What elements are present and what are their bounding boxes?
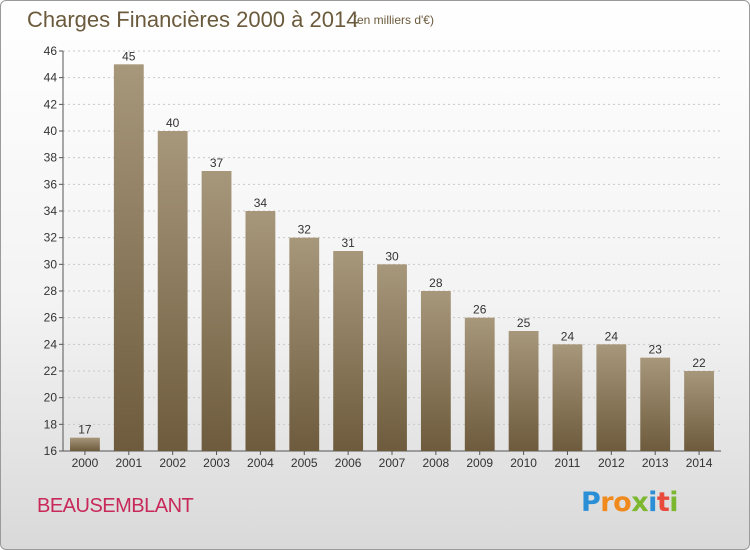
bar bbox=[113, 64, 144, 452]
x-tick-label: 2012 bbox=[598, 456, 625, 470]
chart-subtitle: (en milliers d'€) bbox=[353, 13, 434, 27]
bar-value-label: 17 bbox=[78, 423, 92, 437]
y-tick-label: 22 bbox=[44, 364, 58, 378]
bar-value-label: 25 bbox=[517, 316, 531, 330]
x-tick-label: 2010 bbox=[510, 456, 537, 470]
y-tick-label: 40 bbox=[44, 124, 58, 138]
bar bbox=[333, 251, 364, 451]
y-tick-label: 26 bbox=[44, 311, 58, 325]
bar bbox=[552, 344, 583, 451]
logo-letter: o bbox=[613, 487, 632, 518]
bar-value-label: 34 bbox=[254, 196, 268, 210]
bar-value-label: 31 bbox=[341, 236, 355, 250]
bar bbox=[245, 211, 276, 451]
x-tick-label: 2013 bbox=[642, 456, 669, 470]
y-tick-label: 34 bbox=[44, 204, 58, 218]
bar bbox=[70, 437, 100, 451]
bar bbox=[508, 331, 539, 451]
x-tick-label: 2007 bbox=[379, 456, 406, 470]
x-tick-label: 2006 bbox=[335, 456, 362, 470]
bar-value-label: 40 bbox=[166, 116, 180, 130]
bar bbox=[596, 344, 627, 451]
y-tick-label: 42 bbox=[44, 97, 58, 111]
bar-value-label: 24 bbox=[561, 329, 575, 343]
y-tick-label: 38 bbox=[44, 151, 58, 165]
y-tick-label: 18 bbox=[44, 417, 58, 431]
x-tick-label: 2000 bbox=[72, 456, 99, 470]
x-tick-label: 2004 bbox=[247, 456, 274, 470]
proxiti-logo: Proxiti bbox=[581, 487, 679, 518]
x-tick-label: 2001 bbox=[115, 456, 142, 470]
logo-letter: r bbox=[600, 487, 614, 518]
bar bbox=[289, 237, 320, 451]
y-tick-label: 44 bbox=[44, 71, 58, 85]
x-tick-label: 2003 bbox=[203, 456, 230, 470]
bar-value-label: 26 bbox=[473, 303, 487, 317]
bar bbox=[157, 131, 188, 451]
logo-letter: x bbox=[631, 487, 649, 518]
y-tick-label: 16 bbox=[44, 444, 58, 458]
bar bbox=[640, 357, 671, 451]
city-name: BEAUSEMBLANT bbox=[37, 495, 194, 517]
x-tick-label: 2009 bbox=[466, 456, 493, 470]
bar-value-label: 22 bbox=[692, 356, 706, 370]
chart-title: Charges Financières 2000 à 2014 bbox=[27, 7, 359, 32]
bar bbox=[420, 291, 451, 451]
x-tick-label: 2008 bbox=[423, 456, 450, 470]
y-tick-label: 20 bbox=[44, 391, 58, 405]
x-tick-label: 2002 bbox=[159, 456, 186, 470]
bar-value-label: 37 bbox=[210, 156, 224, 170]
x-tick-label: 2005 bbox=[291, 456, 318, 470]
logo-letter: t bbox=[656, 487, 670, 518]
bar-value-label: 32 bbox=[298, 223, 312, 237]
bar bbox=[464, 317, 495, 451]
x-tick-label: 2014 bbox=[686, 456, 713, 470]
x-tick-label: 2011 bbox=[555, 456, 581, 470]
bar-value-label: 24 bbox=[605, 329, 619, 343]
bar bbox=[377, 264, 407, 451]
bar-value-label: 23 bbox=[649, 343, 663, 357]
bar-value-label: 45 bbox=[122, 49, 136, 63]
y-tick-label: 28 bbox=[44, 284, 58, 298]
bar-value-label: 28 bbox=[429, 276, 443, 290]
y-tick-label: 24 bbox=[44, 337, 58, 351]
y-tick-label: 30 bbox=[44, 257, 58, 271]
logo-letter: i bbox=[669, 487, 679, 518]
bar-value-label: 30 bbox=[385, 249, 399, 263]
y-tick-label: 46 bbox=[44, 44, 58, 58]
bar bbox=[684, 371, 714, 451]
logo-letter: P bbox=[581, 487, 601, 518]
logo-letter: i bbox=[648, 487, 657, 518]
y-tick-label: 36 bbox=[44, 177, 58, 191]
bar bbox=[201, 171, 232, 451]
y-tick-label: 32 bbox=[44, 231, 58, 245]
